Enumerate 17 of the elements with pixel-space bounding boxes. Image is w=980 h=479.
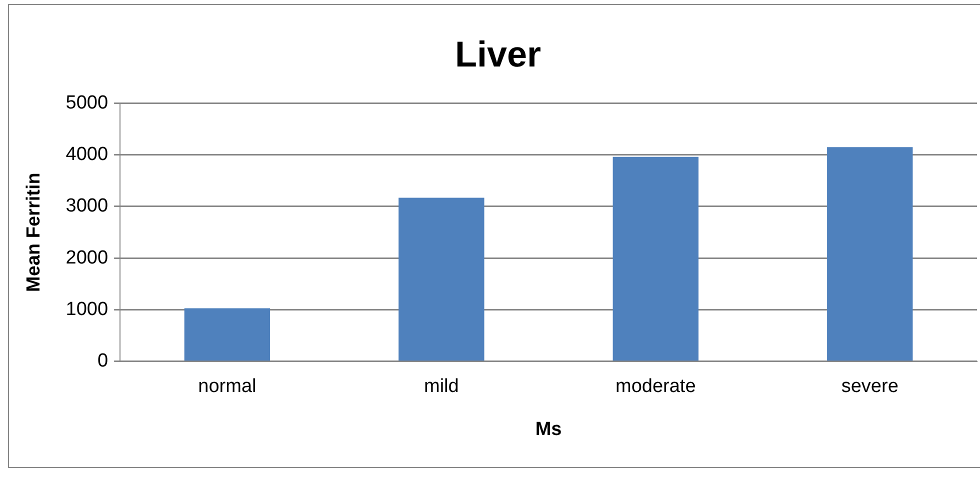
bar xyxy=(827,147,913,361)
bar xyxy=(184,308,270,361)
y-tick-label: 4000 xyxy=(66,144,108,166)
y-tick-label: 2000 xyxy=(66,247,108,268)
bar xyxy=(398,198,484,361)
x-tick-label: mild xyxy=(424,376,459,398)
y-tick-label: 5000 xyxy=(66,92,108,114)
bar xyxy=(612,156,698,361)
y-tick-label: 1000 xyxy=(66,298,108,320)
x-tick-label: severe xyxy=(841,376,898,398)
x-tick-label: moderate xyxy=(616,376,696,398)
y-tick-label: 0 xyxy=(97,350,108,372)
x-axis-title: Ms xyxy=(535,418,562,440)
x-tick-label: normal xyxy=(198,376,256,398)
chart-title: Liver xyxy=(454,34,542,75)
y-tick-label: 3000 xyxy=(66,196,108,217)
y-axis-title: Mean Ferritin xyxy=(24,172,45,292)
